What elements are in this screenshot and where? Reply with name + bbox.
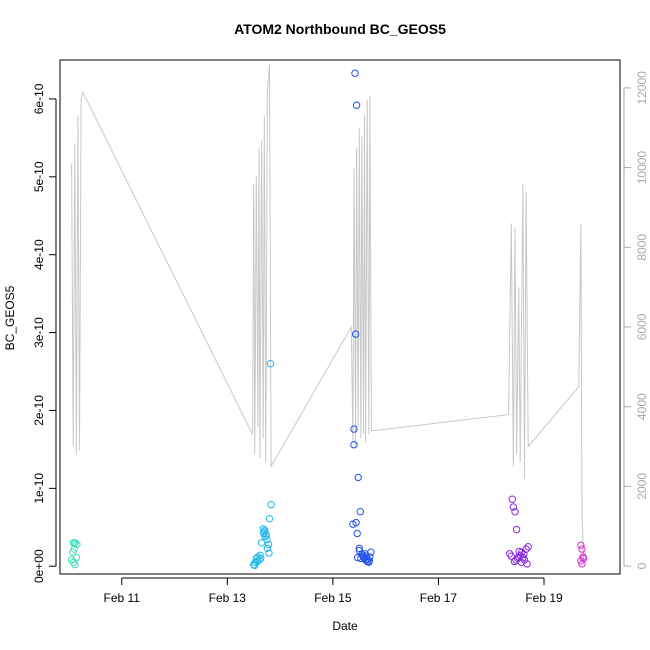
data-point	[354, 473, 362, 482]
y-tick-label: 5e-10	[32, 161, 46, 192]
x-tick-label: Feb 13	[209, 591, 247, 605]
altitude-trace	[71, 63, 585, 559]
data-point	[355, 544, 363, 552]
data-point	[267, 501, 275, 509]
data-point	[512, 525, 521, 534]
data-point	[506, 550, 514, 558]
y-tick-label: 2e-10	[32, 395, 46, 426]
data-point	[507, 552, 515, 560]
data-point	[354, 553, 362, 562]
y-tick-label: 0e+00	[32, 549, 46, 583]
y-axis-label: BC_GEOS5	[3, 285, 17, 350]
data-point	[266, 360, 275, 368]
data-point	[350, 441, 358, 449]
y-tick-label: 4e-10	[32, 239, 46, 270]
data-point	[259, 525, 267, 533]
data-point	[263, 536, 271, 544]
data-point	[352, 101, 361, 109]
data-point	[355, 546, 363, 555]
data-point	[351, 69, 359, 77]
data-point	[362, 552, 370, 560]
data-point	[353, 529, 361, 538]
data-point	[351, 330, 360, 338]
data-point	[260, 529, 268, 538]
data-point	[69, 548, 77, 556]
data-point	[256, 551, 264, 559]
data-point	[255, 556, 263, 564]
y2-tick-label: 0	[635, 562, 649, 569]
data-point	[524, 543, 532, 551]
plot-frame	[59, 59, 621, 575]
y-axis: 0e+00 1e-10 2e-10 3e-10 4e-10 5e-10 6e-10	[32, 83, 57, 583]
data-point	[578, 560, 586, 568]
data-point	[356, 508, 364, 516]
data-point	[511, 508, 519, 516]
x-tick-label: Feb 19	[525, 591, 563, 605]
y-tick-label: 1e-10	[32, 473, 46, 504]
y-tick-label: 6e-10	[32, 83, 46, 114]
data-point	[251, 561, 259, 570]
data-point	[523, 560, 531, 568]
data-point	[350, 425, 358, 433]
x-axis-label: Date	[332, 619, 358, 633]
chart-title: ATOM2 Northbound BC_GEOS5	[234, 21, 446, 37]
y2-tick-label: 8000	[635, 234, 649, 261]
x-tick-label: Feb 15	[314, 591, 352, 605]
data-point	[72, 553, 81, 562]
x-tick-label: Feb 11	[104, 591, 141, 605]
data-point	[508, 495, 516, 503]
y2-tick-label: 2000	[635, 473, 649, 500]
altitude-line	[71, 63, 585, 559]
data-point	[263, 544, 272, 552]
y2-tick-label: 12000	[635, 71, 649, 105]
data-point	[510, 557, 519, 566]
y2-axis: 0 2000 4000 6000 8000 10000 12000	[623, 71, 649, 569]
data-point	[509, 503, 518, 511]
y2-tick-label: 6000	[635, 313, 649, 340]
data-point	[257, 539, 266, 547]
data-point	[71, 561, 79, 569]
data-point	[256, 554, 265, 563]
data-point	[578, 545, 586, 553]
y2-tick-label: 4000	[635, 393, 649, 420]
y2-tick-label: 10000	[635, 151, 649, 185]
data-points	[67, 69, 588, 570]
x-tick-label: Feb 17	[420, 591, 458, 605]
data-point	[261, 526, 269, 535]
data-point	[520, 550, 528, 559]
data-point	[265, 515, 274, 523]
data-point	[265, 549, 273, 557]
data-point	[579, 554, 588, 563]
data-point	[264, 540, 273, 549]
data-point	[352, 518, 360, 527]
data-point	[577, 541, 585, 549]
y-tick-label: 3e-10	[32, 317, 46, 348]
x-axis: Feb 11 Feb 13 Feb 15 Feb 17 Feb 19	[104, 577, 563, 605]
